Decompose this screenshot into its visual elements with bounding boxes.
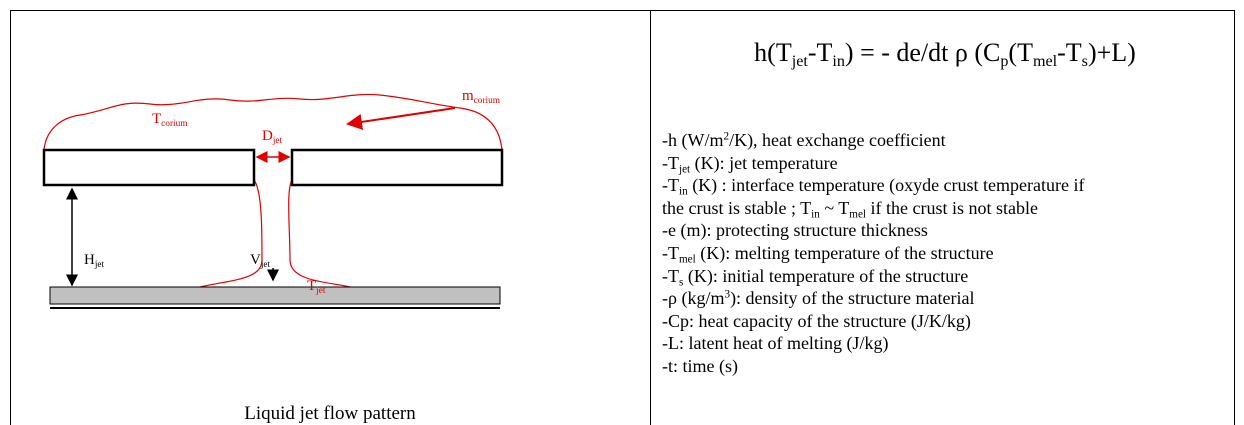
jet-outline [199, 179, 263, 288]
diagram-label-text: m [462, 88, 474, 104]
definition-line-text: ~ T [819, 197, 850, 218]
diagram-label-sub: corium [473, 95, 501, 106]
diagram-label-text: V [250, 252, 261, 268]
definition-line-sub: mel [679, 253, 696, 266]
table-border [10, 10, 1235, 11]
definition-line-sub: in [811, 208, 820, 221]
definition-line-text: if the crust is not stable [866, 197, 1038, 218]
caption: Liquid jet flow pattern [244, 403, 416, 424]
jet-outline [288, 179, 351, 288]
definition-line-text: (K): initial temperature of the structur… [683, 265, 969, 286]
corium-outline [43, 93, 503, 151]
equation-text: h(T [754, 38, 792, 67]
definition-line-sub: mel [849, 208, 866, 221]
definition-line-text: -T [662, 265, 679, 286]
diagram-label-sub: jet [260, 259, 271, 270]
definition-line: -L: latent heat of melting (J/kg) [662, 333, 888, 354]
plate [42, 148, 256, 187]
equation-text: ) = - de/dt ρ (C [844, 38, 1001, 67]
definition-line: -Tin (K) : interface temperature (oxyde … [662, 175, 1085, 197]
definition-line: -Ts (K): initial temperature of the stru… [662, 266, 968, 288]
definition-line: the crust is stable ; Tin ~ Tmel if the … [662, 198, 1038, 220]
definition-line-text: -Cp: heat capacity of the structure (J/K… [662, 310, 971, 331]
diagram-label: Vjet [250, 252, 270, 270]
definition-line-text: (K): melting temperature of the structur… [695, 243, 994, 263]
definition-line-sub: in [679, 185, 688, 198]
diagram-label-text: D [262, 128, 273, 144]
definition-line-text: ): density of the structure material [730, 288, 975, 309]
equation-sub: s [1081, 52, 1088, 70]
mass-arrow [346, 107, 456, 130]
definition-line-text: (K) : interface temperature (oxyde crust… [687, 175, 1085, 196]
definition-line-sub: s [679, 275, 684, 288]
equation: h(Tjet-Tin) = - de/dt ρ (Cp(Tmel-Ts)+L) [650, 38, 1240, 71]
diagram-label-sub: jet [94, 259, 105, 270]
diagram-label-sub: corium [161, 118, 188, 129]
definition-line: -h (W/m2/K), heat exchange coefficient [662, 130, 946, 151]
diagram-label-sub: jet [316, 285, 326, 296]
equation-sub: jet [791, 52, 808, 70]
definition-line: -Cp: heat capacity of the structure (J/K… [662, 311, 971, 332]
diagram-label: mcorium [462, 88, 500, 106]
equation-sub: in [832, 52, 845, 70]
definition-line: -Tjet (K): jet temperature [662, 153, 838, 175]
definition-line-text: -e (m): protecting structure thickness [662, 220, 928, 241]
plate [290, 148, 504, 187]
equation-text: )+L) [1087, 38, 1136, 67]
definition-line-text: -T [662, 175, 679, 196]
definition-line: -e (m): protecting structure thickness [662, 220, 928, 241]
definition-line-sup: 3 [724, 288, 731, 301]
definition-line-text: /K), heat exchange coefficient [729, 130, 946, 150]
definition-line-text: -h (W/m [662, 130, 724, 150]
diagram-label-sub: jet [272, 135, 283, 146]
diagram-label: Tcorium [152, 111, 188, 129]
table-border [10, 10, 11, 425]
table-border [650, 10, 651, 425]
definition-line-text: (K): jet temperature [690, 152, 838, 173]
diagram-label: Tjet [307, 278, 325, 296]
equation-sub: mel [1032, 52, 1058, 70]
equation-text: (T [1008, 38, 1033, 67]
diagram-label-text: T [152, 111, 162, 127]
diagram-label: Djet [262, 128, 282, 146]
table-border [1234, 10, 1235, 425]
definition-line: -Tmel (K): melting temperature of the st… [662, 243, 994, 265]
diagram-label: Hjet [84, 252, 104, 270]
floor [49, 286, 501, 305]
definition-line-text: the crust is stable ; T [662, 197, 812, 218]
diagram-label-text: T [307, 278, 317, 294]
definition-line-text: -ρ (kg/m [662, 288, 725, 309]
jet-diagram [42, 93, 504, 309]
definition-line-text: -T [662, 152, 679, 173]
diagram-label-text: H [84, 252, 95, 268]
definition-line-sub: jet [679, 162, 691, 175]
definition-line-text: -L: latent heat of melting (J/kg) [662, 333, 889, 354]
definition-line: -t: time (s) [662, 356, 738, 377]
definition-line-text: -t: time (s) [662, 356, 738, 376]
equation-text: -T [1057, 38, 1082, 67]
definition-line-sup: 2 [723, 130, 730, 143]
equation-sub: p [1000, 52, 1009, 70]
definition-line: -ρ (kg/m3): density of the structure mat… [662, 288, 974, 309]
definition-line-text: -T [662, 243, 679, 263]
equation-text: -T [807, 38, 833, 67]
